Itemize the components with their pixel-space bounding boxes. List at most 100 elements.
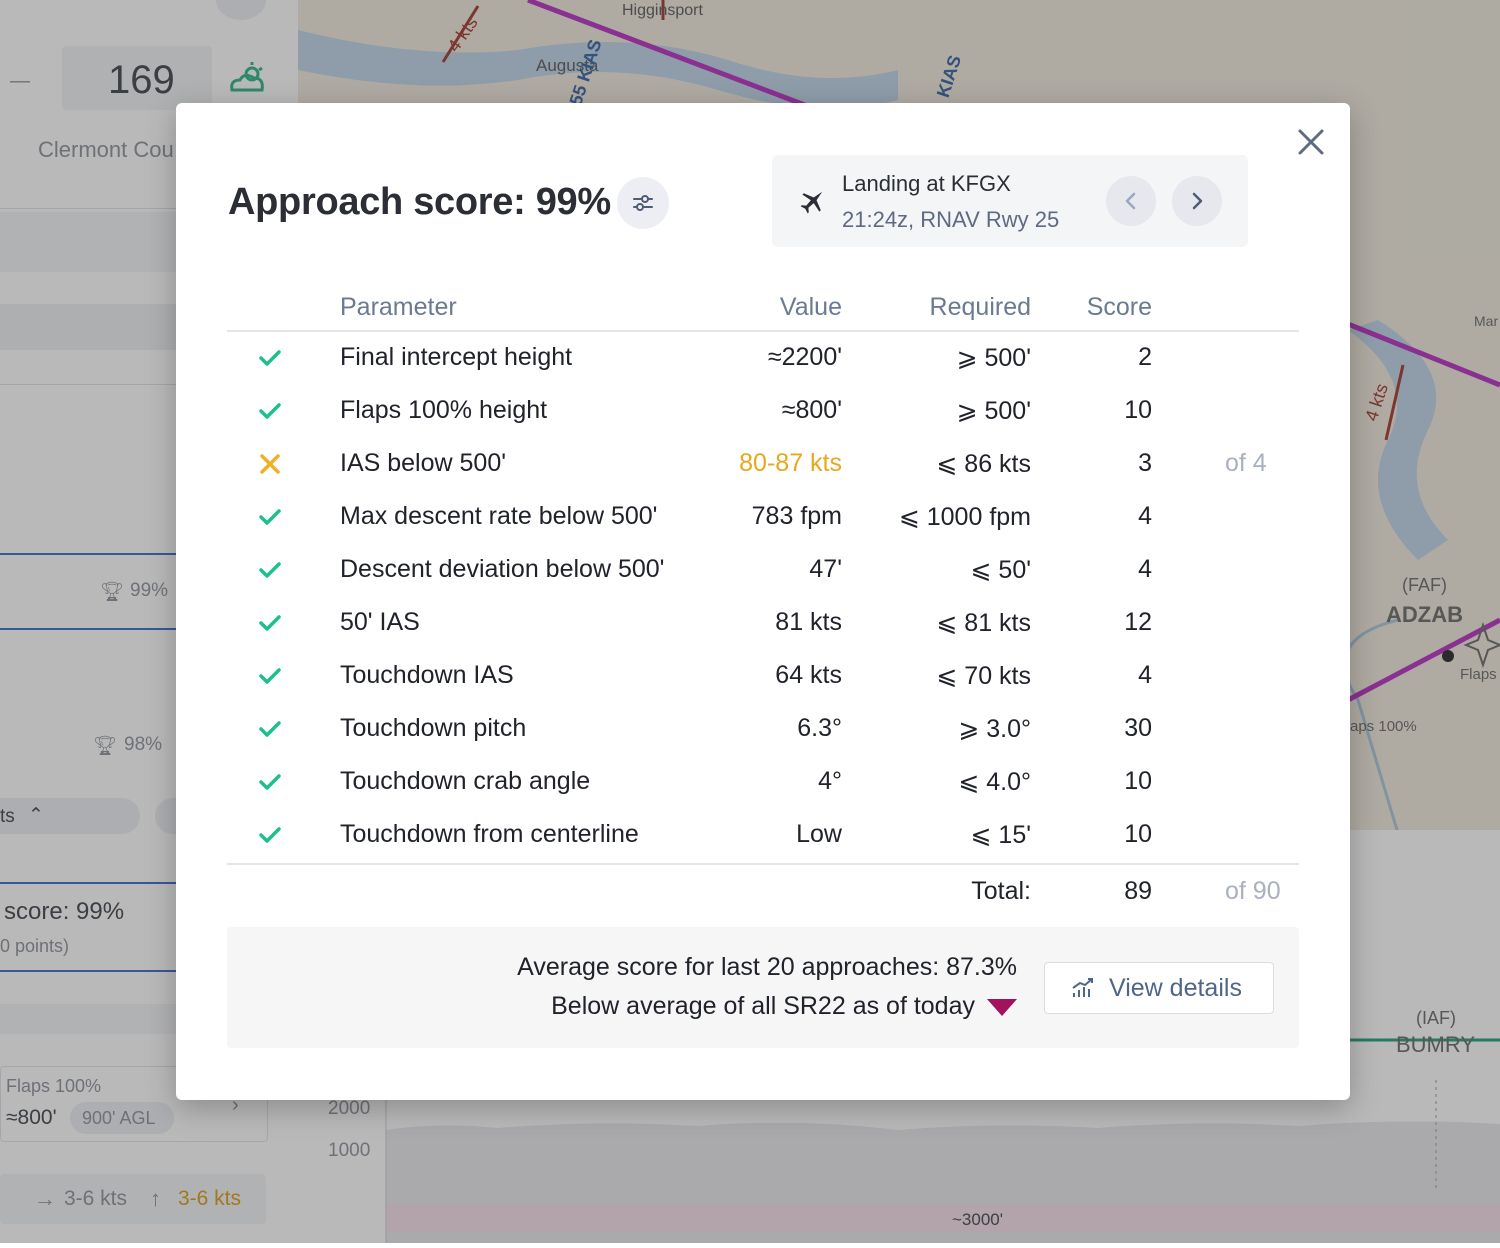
table-row: Final intercept height ≈2200' ⩾ 500' 2 xyxy=(227,333,1299,386)
check-icon xyxy=(259,403,281,419)
landing-subtitle: 21:24z, RNAV Rwy 25 xyxy=(842,207,1060,232)
landing-title: Landing at KFGX xyxy=(842,171,1011,196)
row-parameter: Touchdown IAS xyxy=(340,661,514,689)
table-row: 50' IAS 81 kts ⩽ 81 kts 12 xyxy=(227,598,1299,651)
table-row: Touchdown from centerline Low ⩽ 15' 10 xyxy=(227,810,1299,863)
row-value: ≈800' xyxy=(781,396,842,424)
chart-annotation: ~3000' xyxy=(952,1210,1003,1229)
total-of: of 90 xyxy=(1225,877,1281,905)
check-icon xyxy=(259,774,281,790)
table-row: Descent deviation below 500' 47' ⩽ 50' 4 xyxy=(227,545,1299,598)
arrow-right-icon: → xyxy=(34,1186,56,1211)
average-summary: Average score for last 20 approaches: 87… xyxy=(227,927,1299,1048)
header-divider xyxy=(227,330,1299,332)
card2-score: 98% xyxy=(124,734,163,755)
row-required: ⩽ 81 kts xyxy=(936,609,1031,637)
row-required: ⩽ 1000 fpm xyxy=(898,503,1031,531)
total-divider xyxy=(227,863,1299,865)
column-header-parameter: Parameter xyxy=(340,293,457,321)
settings-button[interactable] xyxy=(617,177,669,229)
table-row: Max descent rate below 500' 783 fpm ⩽ 1000… xyxy=(227,492,1299,545)
total-label: Total: xyxy=(971,877,1031,905)
chevron-right-icon: › xyxy=(232,1094,239,1116)
average-score-text: Average score for last 20 approaches: 87… xyxy=(517,953,1017,981)
row-value: 783 fpm xyxy=(751,502,842,530)
row-required: ⩾ 3.0° xyxy=(958,715,1031,743)
column-header-required: Required xyxy=(929,293,1031,321)
temperature-card xyxy=(62,46,212,110)
row-value: 6.3° xyxy=(797,714,842,742)
row-score: 10 xyxy=(1124,820,1152,848)
row-required: ⩽ 86 kts xyxy=(936,450,1031,478)
map-fix-name: ADZAB xyxy=(1386,602,1463,627)
location-label: Clermont Cou xyxy=(38,137,174,162)
column-header-score: Score xyxy=(1086,293,1152,321)
row-value: 80-87 kts xyxy=(739,449,842,477)
table-row: Flaps 100% height ≈800' ⩾ 500' 10 xyxy=(227,386,1299,439)
arrow-up-icon: ↑ xyxy=(150,1186,161,1211)
cross-icon xyxy=(260,454,280,474)
close-button[interactable] xyxy=(1294,125,1328,159)
row-parameter: Touchdown pitch xyxy=(340,714,527,742)
row-max-score: of 4 xyxy=(1225,449,1267,477)
view-details-label: View details xyxy=(1109,974,1242,1002)
previous-landing-button[interactable] xyxy=(1106,176,1156,226)
chart-tick: 1000 xyxy=(328,1140,371,1161)
map-flaps-label: aps 100% xyxy=(1350,718,1417,735)
row-required: ⩾ 500' xyxy=(956,397,1031,425)
row-value: 47' xyxy=(809,555,842,583)
airplane-landing-icon xyxy=(800,191,823,214)
map-town-label: Augusta xyxy=(536,56,599,75)
chart-tick: 2000 xyxy=(328,1098,371,1119)
total-score: 89 xyxy=(1124,877,1152,905)
row-value: 4° xyxy=(818,767,842,795)
comparison-text: Below average of all SR22 as of today xyxy=(551,992,975,1020)
row-value: Low xyxy=(796,820,842,848)
check-icon xyxy=(259,350,281,366)
card1-score: 99% xyxy=(130,580,169,601)
flaps-value: ≈800' xyxy=(6,1106,57,1129)
map-town-label: Mar xyxy=(1474,313,1499,329)
collapse-pill xyxy=(0,798,140,834)
column-header-value: Value xyxy=(779,293,842,321)
approach-score-modal: Approach score: 99% Landing at KFGX 21:2… xyxy=(176,103,1350,1100)
map-town-label: Higginsport xyxy=(622,2,703,19)
row-score: 30 xyxy=(1124,714,1152,742)
page-title: Approach score: 99% xyxy=(228,181,611,223)
row-required: ⩽ 15' xyxy=(970,821,1031,849)
map-fix-name: BUMRY xyxy=(1396,1032,1476,1057)
table-row: IAS below 500' 80-87 kts ⩽ 86 kts 3 of 4 xyxy=(227,439,1299,492)
row-parameter: Descent deviation below 500' xyxy=(340,555,665,583)
check-icon xyxy=(259,562,281,578)
trophy-icon: 🏆︎ xyxy=(93,736,118,757)
table-row: Touchdown IAS 64 kts ⩽ 70 kts 4 xyxy=(227,651,1299,704)
table-row: Touchdown pitch 6.3° ⩾ 3.0° 30 xyxy=(227,704,1299,757)
row-parameter: 50' IAS xyxy=(340,608,420,636)
view-details-button[interactable]: View details xyxy=(1044,962,1274,1014)
row-parameter: Flaps 100% height xyxy=(340,396,548,424)
row-score: 4 xyxy=(1138,661,1152,689)
flaps-agl: 900' AGL xyxy=(82,1108,156,1128)
row-score: 4 xyxy=(1138,502,1152,530)
check-icon xyxy=(259,509,281,525)
map-fix-type: (FAF) xyxy=(1402,575,1447,595)
row-score: 12 xyxy=(1124,608,1152,636)
row-score: 10 xyxy=(1124,396,1152,424)
row-parameter: Touchdown crab angle xyxy=(340,767,591,795)
row-required: ⩽ 4.0° xyxy=(958,768,1031,796)
sliders-icon xyxy=(633,195,653,211)
flaps-label: Flaps 100% xyxy=(6,1076,102,1096)
row-required: ⩽ 50' xyxy=(970,556,1031,584)
next-landing-button[interactable] xyxy=(1172,176,1222,226)
collapse-label: ts xyxy=(0,806,15,827)
total-row: Total: 89 of 90 xyxy=(227,867,1299,920)
row-required: ⩽ 70 kts xyxy=(936,662,1031,690)
row-value: ≈2200' xyxy=(767,343,842,371)
trend-down-icon xyxy=(987,999,1017,1016)
check-icon xyxy=(259,615,281,631)
wind-speed-1: 3-6 kts xyxy=(64,1187,128,1210)
row-score: 3 xyxy=(1138,449,1152,477)
row-parameter: IAS below 500' xyxy=(340,449,506,477)
score-title: score: 99% xyxy=(4,898,125,925)
temperature-value: 169 xyxy=(108,58,175,102)
